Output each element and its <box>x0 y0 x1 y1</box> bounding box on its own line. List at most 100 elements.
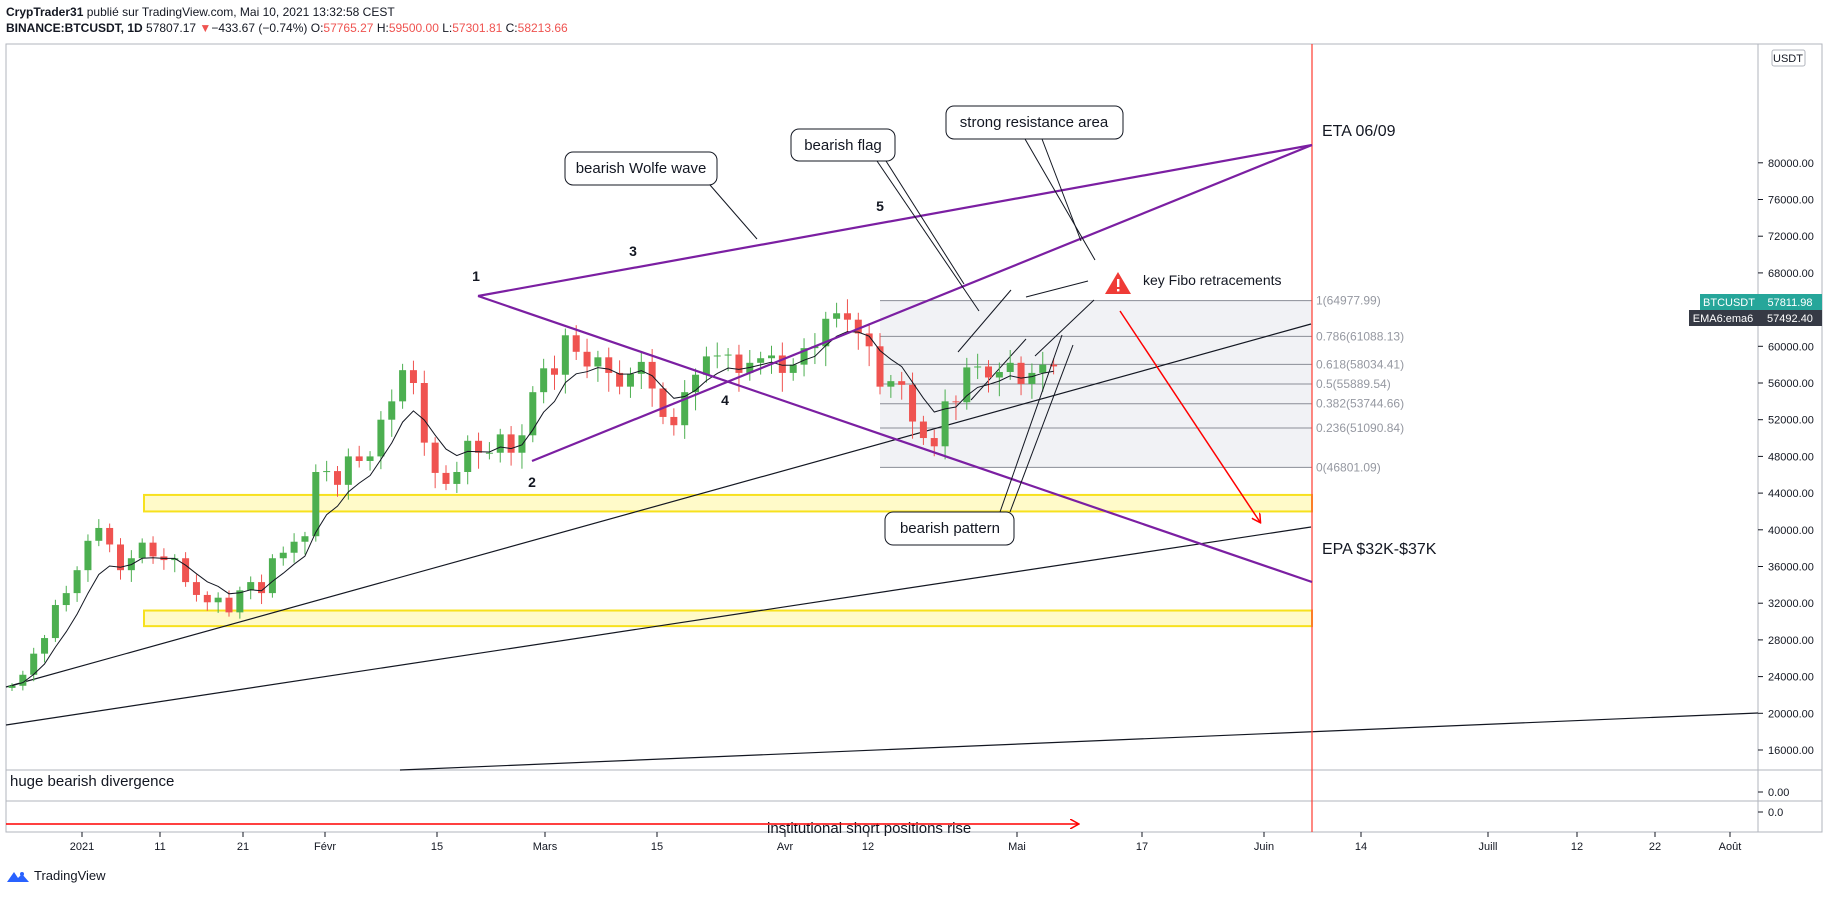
price-axis-label: 60000.00 <box>1768 341 1814 353</box>
resistance-callout-pointer-1 <box>1024 138 1096 261</box>
tradingview-footer[interactable]: TradingView <box>6 868 106 883</box>
wolfe-line-1-4[interactable] <box>477 294 1313 584</box>
flag-lower-line[interactable] <box>970 338 1027 401</box>
pattern-callout-text: bearish pattern <box>900 520 1000 537</box>
candle-body <box>898 381 906 385</box>
warning-icon <box>1105 272 1131 294</box>
time-axis-label: Févr <box>314 841 336 853</box>
currency-badge[interactable] <box>1771 49 1806 67</box>
candle-body <box>854 319 862 334</box>
price-axis-label: 28000.00 <box>1768 635 1814 647</box>
trendline-long-term[interactable] <box>399 712 1759 771</box>
symbol-info: BINANCE:BTCUSDT, 1D 57807.17 ▼−433.67 (−… <box>6 21 568 35</box>
candle-body <box>84 540 92 571</box>
candle-body <box>399 370 407 402</box>
candle-body <box>334 471 341 485</box>
time-axis-label: 15 <box>651 841 663 853</box>
candle-body <box>73 570 81 594</box>
price-axis-label: 76000.00 <box>1768 195 1814 207</box>
candle-body <box>149 542 157 557</box>
candle-body <box>659 388 667 417</box>
author-name[interactable]: CrypTrader31 <box>6 5 84 19</box>
candle-body <box>312 471 320 537</box>
wolfe-callout-text: bearish Wolfe wave <box>576 160 707 177</box>
time-axis-label: 17 <box>1136 841 1148 853</box>
candle-body <box>464 440 472 472</box>
down-arrow-icon: ▼ <box>199 21 212 35</box>
candle-body <box>594 357 602 367</box>
flag-upper-line[interactable] <box>957 289 1012 353</box>
divergence-label: huge bearish divergence <box>10 773 174 790</box>
time-axis-label: Mai <box>1008 841 1026 853</box>
candle-body <box>930 438 938 447</box>
publish-date: publié sur TradingView.com, Mai 10, 2021… <box>86 5 395 19</box>
candle-body <box>268 558 276 594</box>
indicator-axis-label-1: 0.00 <box>1768 787 1789 799</box>
candle-body <box>62 593 70 606</box>
candle-body <box>1050 364 1058 367</box>
wedge-lower-line[interactable] <box>1034 299 1095 357</box>
support-zones[interactable] <box>143 493 1313 628</box>
price-axis-label: 68000.00 <box>1768 268 1814 280</box>
trendlines[interactable] <box>5 44 1759 832</box>
price-axis-label: 52000.00 <box>1768 415 1814 427</box>
flag-callout-box[interactable] <box>790 128 896 162</box>
fibonacci-retracement[interactable]: 1(64977.99) 0.786(61088.13) 0.618(58034.41… <box>880 294 1404 475</box>
price-axis-label: 20000.00 <box>1768 708 1814 720</box>
low-value: 57301.81 <box>452 21 503 35</box>
wolfe-callout-box[interactable] <box>564 151 718 186</box>
price-axis-label: 48000.00 <box>1768 451 1814 463</box>
candle-body <box>1028 372 1036 384</box>
candle-body <box>583 351 591 367</box>
wedge-upper-line[interactable] <box>1025 280 1089 298</box>
wolfe-line-2-4[interactable] <box>531 143 1313 463</box>
price-axis-label: 56000.00 <box>1768 378 1814 390</box>
candle-body <box>789 364 797 373</box>
currency-badge-text: USDT <box>1773 53 1803 65</box>
candle-body <box>529 392 537 436</box>
price-axis[interactable]: 80000.0076000.0072000.0068000.0064000.00… <box>1758 158 1814 757</box>
pattern-callout-box[interactable] <box>884 511 1015 546</box>
trendline-lower-2[interactable] <box>5 526 1312 726</box>
candle-body <box>290 541 298 553</box>
time-axis-label: Juill <box>1479 841 1498 853</box>
flag-callout-pointer-2 <box>885 160 965 285</box>
projection-arrow[interactable] <box>1119 310 1260 522</box>
candle-body <box>475 440 483 453</box>
wolfe-wave[interactable] <box>477 143 1313 584</box>
resistance-callout-box[interactable] <box>945 105 1124 140</box>
trendline-lower-1[interactable] <box>5 323 1312 688</box>
time-axis-label: 12 <box>862 841 874 853</box>
candle-body <box>95 527 103 541</box>
candle-body <box>258 582 266 594</box>
time-axis-label: 2021 <box>70 841 94 853</box>
low-label: L: <box>442 21 453 35</box>
fib-level-label: 0.382(53744.66) <box>1316 397 1404 411</box>
wolfe-line-1-5[interactable] <box>477 143 1313 298</box>
open-value: 57765.27 <box>323 21 374 35</box>
high-value: 59500.00 <box>388 21 439 35</box>
candle-body <box>203 594 211 603</box>
institutional-label: institutional short positions rise <box>767 820 971 837</box>
candle-body <box>171 558 179 561</box>
last-price-tag-text: 57811.98 <box>1767 297 1812 309</box>
candle-body <box>616 372 624 387</box>
candle-body <box>214 597 222 603</box>
candle-body <box>681 392 689 426</box>
candle-body <box>192 582 200 595</box>
candle-body <box>974 366 982 368</box>
time-axis[interactable]: 2021 11 21 Févr 15 Mars 15 Avr 12 Mai 17 Juin 14 Juil… <box>70 832 1742 853</box>
candle-body <box>8 685 16 688</box>
candle-body <box>702 356 710 375</box>
candle-body <box>572 335 580 352</box>
high-label: H: <box>376 21 389 35</box>
candle-body <box>865 333 873 347</box>
candle-body <box>279 552 287 559</box>
candle-body <box>692 374 700 393</box>
open-label: O: <box>310 21 324 35</box>
time-axis-label: Mars <box>533 841 558 853</box>
ema-name-tag-text: EMA6:ema6 <box>1693 313 1754 325</box>
candle-body <box>561 335 569 375</box>
fib-level-label: 0.236(51090.84) <box>1316 421 1404 435</box>
